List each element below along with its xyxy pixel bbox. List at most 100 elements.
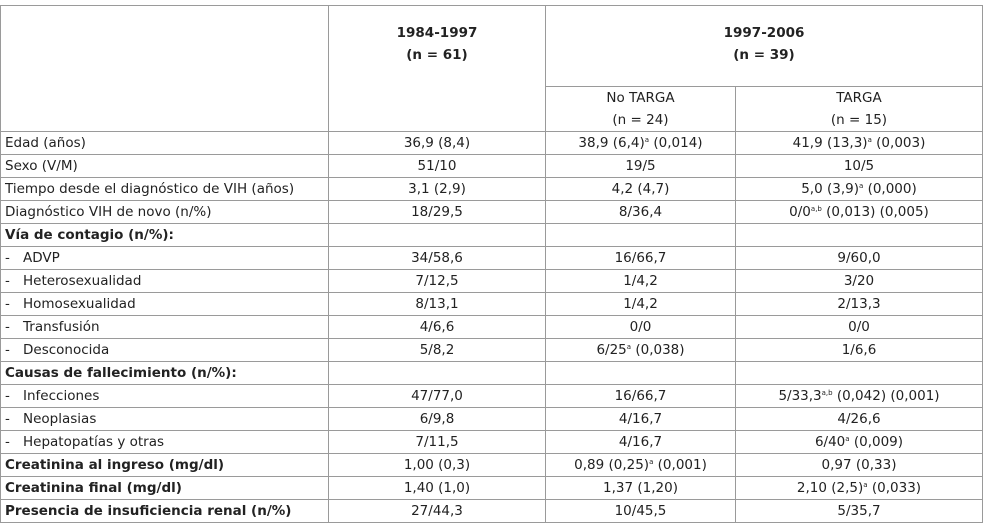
label-cell: Presencia de insuficiencia renal (n/%) [0, 499, 329, 523]
footnote-mark: a [845, 435, 850, 443]
footnote-mark: a [867, 136, 872, 144]
table-row: Edad (años) 36,9 (8,4) 38,9 (6,4)a (0,014)… [0, 131, 983, 155]
value: 5/35,7 [837, 503, 881, 519]
value: 4/16,7 [618, 434, 663, 450]
corner-cell [0, 5, 329, 132]
value-cell: 4/16,7 [545, 430, 736, 454]
value-cell: 4/26,6 [735, 407, 983, 431]
value: 2/13,3 [837, 296, 881, 312]
table-row: - Infecciones 47/77,0 16/66,7 5/33,3a,b (0,0… [0, 384, 983, 408]
label-cell: - Transfusión [0, 315, 329, 339]
value: 9/60,0 [837, 250, 881, 266]
table-row: Creatinina final (mg/dl) 1,40 (1,0) 1,37 (… [0, 476, 983, 500]
subheader-row: No TARGA (n = 24) TARGA (n = 15) [1, 86, 983, 132]
value: (0,003) [871, 135, 926, 151]
value: 4/16,7 [618, 411, 663, 427]
marker: - [5, 411, 10, 427]
value-cell [545, 223, 736, 247]
table-row: - Homosexualidad 8/13,1 1/4,2 2/13,3 [0, 292, 983, 316]
value-cell [545, 361, 736, 385]
value: 2,10 (2,5) [796, 480, 864, 496]
row-label: Presencia de insuficiencia renal (n/%) [5, 503, 292, 519]
value-cell: 7/11,5 [328, 430, 546, 454]
value: (0,009) [849, 434, 904, 450]
value-cell: 1,37 (1,20) [545, 476, 736, 500]
row-label: Desconocida [23, 342, 110, 358]
label-cell: Vía de contagio (n/%): [0, 223, 329, 247]
value-cell: 6/40a (0,009) [735, 430, 983, 454]
footnote-mark: a [649, 458, 654, 466]
value: (0,014) [649, 135, 703, 151]
value: 3,1 (2,9) [408, 181, 466, 197]
marker: - [5, 250, 10, 266]
row-label: Sexo (V/M) [5, 158, 78, 174]
marker: - [5, 388, 10, 404]
row-label: Diagnóstico VIH de novo (n/%) [5, 204, 212, 220]
value: (0,042) (0,001) [832, 388, 940, 404]
row-label: Neoplasias [23, 411, 97, 427]
row-label: Hepatopatías y otras [23, 434, 165, 450]
value: 19/5 [625, 158, 656, 174]
value-cell: 38,9 (6,4)a (0,014) [545, 131, 736, 155]
table-row: Presencia de insuficiencia renal (n/%) 27… [0, 499, 983, 523]
value: 5/33,3 [778, 388, 822, 404]
row-label: Tiempo desde el diagnóstico de VIH (años… [5, 181, 295, 197]
value-cell: 1,40 (1,0) [328, 476, 546, 500]
value-cell: 0,89 (0,25)a (0,001) [545, 453, 736, 477]
value: 16/66,7 [614, 388, 667, 404]
value-cell: 10/5 [735, 154, 983, 178]
row-label: Vía de contagio (n/%): [5, 227, 174, 243]
row-label: Creatinina final (mg/dl) [5, 480, 182, 496]
marker: - [5, 342, 10, 358]
value: 0/0 [789, 204, 811, 220]
table-row: - Desconocida 5/8,2 6/25a (0,038) 1/6,6 [0, 338, 983, 362]
value-cell: 6/9,8 [328, 407, 546, 431]
value: 16/66,7 [614, 250, 667, 266]
value-cell: 3,1 (2,9) [328, 177, 546, 201]
subheader-cell: No TARGA (n = 24) [545, 86, 736, 132]
value-cell: 1/4,2 [545, 269, 736, 293]
row-label: Edad (años) [5, 135, 86, 151]
label-cell: Creatinina final (mg/dl) [0, 476, 329, 500]
value-cell: 51/10 [328, 154, 546, 178]
value-cell: 8/36,4 [545, 200, 736, 224]
label-cell: Creatinina al ingreso (mg/dl) [0, 453, 329, 477]
value: 6/25 [596, 342, 627, 358]
count: (n = 15) [830, 112, 888, 128]
marker: - [5, 273, 10, 289]
table-row: Diagnóstico VIH de novo (n/%) 18/29,5 8/36… [0, 200, 983, 224]
value-cell: 9/60,0 [735, 246, 983, 270]
value: 0/0 [629, 319, 652, 335]
value-cell: 4/6,6 [328, 315, 546, 339]
value: 34/58,6 [411, 250, 463, 266]
value: 5/8,2 [419, 342, 455, 358]
value: 3/20 [843, 273, 875, 289]
footnote-mark: a [863, 481, 868, 489]
value: 6/40 [814, 434, 846, 450]
value: 0/0 [848, 319, 870, 335]
value-cell: 4,2 (4,7) [545, 177, 736, 201]
value: 41,9 (13,3) [792, 135, 868, 151]
marker: - [5, 434, 10, 450]
value-cell [328, 223, 546, 247]
row-label: Infecciones [23, 388, 100, 404]
value-cell: 47/77,0 [328, 384, 546, 408]
value-cell: 1,00 (0,3) [328, 453, 546, 477]
table-row: - Heterosexualidad 7/12,5 1/4,2 3/20 [0, 269, 983, 293]
row-label: Heterosexualidad [23, 273, 142, 289]
value: 1,37 (1,20) [603, 480, 678, 496]
value: 27/44,3 [411, 503, 463, 519]
count: (n = 39) [733, 47, 795, 63]
value-cell: 36,9 (8,4) [328, 131, 546, 155]
marker: - [5, 296, 10, 312]
value: 1/6,6 [841, 342, 877, 358]
value-cell: 41,9 (13,3)a (0,003) [735, 131, 983, 155]
label-cell: Sexo (V/M) [0, 154, 329, 178]
label-cell: Diagnóstico VIH de novo (n/%) [0, 200, 329, 224]
value-cell: 5/33,3a,b (0,042) (0,001) [735, 384, 983, 408]
value-cell: 1/4,2 [545, 292, 736, 316]
value-cell: 19/5 [545, 154, 736, 178]
row-label: Causas de fallecimiento (n/%): [5, 365, 237, 381]
value-cell: 2/13,3 [735, 292, 983, 316]
value: 1,40 (1,0) [403, 480, 471, 496]
